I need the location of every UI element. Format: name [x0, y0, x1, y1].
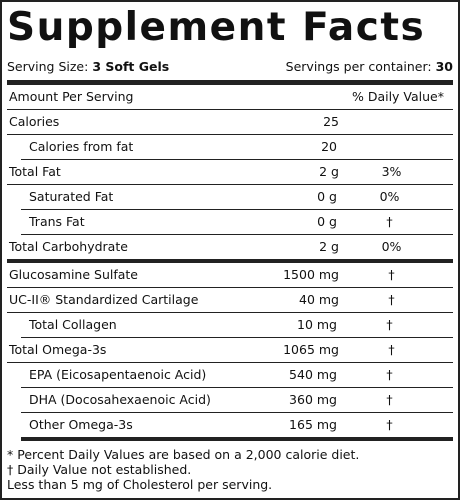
- serving-size: Serving Size: 3 Soft Gels: [7, 54, 169, 80]
- nutrient-amount: 165 mg: [289, 417, 337, 432]
- nutrient-name: Saturated Fat: [29, 189, 114, 204]
- footnote: * Percent Daily Values are based on a 2,…: [7, 447, 360, 462]
- daily-value-cell: [339, 110, 444, 134]
- nutrient-row: Glucosamine Sulfate 1500 mg †: [7, 263, 453, 288]
- nutrient-amount: 1065 mg: [283, 342, 339, 357]
- daily-value: 3%: [381, 164, 402, 179]
- daily-value: †: [388, 267, 395, 282]
- header-dv: % Daily Value*: [351, 89, 444, 104]
- nutrient-amount: 540 mg: [289, 367, 337, 382]
- nutrient-name: UC-II® Standardized Cartilage: [9, 292, 199, 307]
- nutrient-name: Glucosamine Sulfate: [9, 267, 138, 282]
- nutrient-row: Total Carbohydrate 2 g 0%: [7, 235, 453, 263]
- daily-value: 0%: [381, 239, 402, 254]
- nutrient-amount: 360 mg: [289, 392, 337, 407]
- nutrient-row: Calories 25: [7, 110, 453, 135]
- header-amount: Amount Per Serving: [9, 89, 134, 104]
- daily-value: †: [386, 317, 393, 332]
- nutrient-row: Trans Fat 0 g †: [21, 210, 453, 235]
- servings-value: 30: [435, 59, 453, 74]
- serving-info: Serving Size: 3 Soft Gels Servings per c…: [7, 54, 453, 85]
- nutrient-row: Total Omega-3s 1065 mg †: [7, 338, 453, 363]
- daily-value: †: [386, 417, 393, 432]
- daily-value: †: [388, 292, 395, 307]
- daily-value: 0%: [379, 189, 400, 204]
- nutrient-amount: 2 g: [319, 164, 339, 179]
- nutrient-name: Trans Fat: [29, 214, 85, 229]
- nutrient-amount: 10 mg: [297, 317, 337, 332]
- nutrient-name: Calories: [9, 114, 60, 129]
- servings: Servings per container: 30: [286, 54, 453, 80]
- nutrient-name: Calories from fat: [29, 139, 134, 154]
- nutrient-row: Total Collagen 10 mg †: [21, 313, 453, 338]
- nutrient-row: EPA (Eicosapentaenoic Acid) 540 mg †: [21, 363, 453, 388]
- nutrient-amount: 20: [321, 139, 337, 154]
- nutrient-name: Total Omega-3s: [9, 342, 107, 357]
- nutrient-name: Other Omega-3s: [29, 417, 133, 432]
- nutrient-row: UC-II® Standardized Cartilage 40 mg †: [7, 288, 453, 313]
- rows: Calories 25 Calories from fat 20 Total Fat 2 …: [7, 110, 453, 441]
- nutrient-amount: 2 g: [319, 239, 339, 254]
- nutrient-name: DHA (Docosahexaenoic Acid): [29, 392, 211, 407]
- daily-value: †: [386, 367, 393, 382]
- servings-label: Servings per container:: [285, 59, 432, 74]
- footnotes: * Percent Daily Values are based on a 2,…: [7, 441, 453, 492]
- daily-value-cell: [337, 135, 442, 159]
- daily-value: †: [386, 214, 393, 229]
- nutrient-name: EPA (Eicosapentaenoic Acid): [29, 367, 207, 382]
- nutrient-row: Calories from fat 20: [21, 135, 453, 160]
- nutrient-row: Saturated Fat 0 g 0%: [21, 185, 453, 210]
- serving-label: Serving Size:: [7, 59, 89, 74]
- nutrient-name: Total Fat: [9, 164, 61, 179]
- nutrient-amount: 1500 mg: [283, 267, 339, 282]
- nutrient-name: Total Carbohydrate: [9, 239, 128, 254]
- nutrient-amount: 25: [323, 114, 339, 129]
- footnote: Less than 5 mg of Cholesterol per servin…: [7, 477, 273, 492]
- nutrient-row: Total Fat 2 g 3%: [7, 160, 453, 185]
- footnote: † Daily Value not established.: [7, 462, 192, 477]
- header-row: Amount Per Serving % Daily Value*: [7, 85, 453, 110]
- daily-value: †: [386, 392, 393, 407]
- daily-value: †: [388, 342, 395, 357]
- nutrient-amount: 40 mg: [299, 292, 339, 307]
- nutrient-name: Total Collagen: [29, 317, 117, 332]
- nutrient-amount: 0 g: [317, 214, 337, 229]
- nutrient-row: DHA (Docosahexaenoic Acid) 360 mg †: [21, 388, 453, 413]
- title: Supplement Facts: [7, 5, 426, 50]
- nutrient-row: Other Omega-3s 165 mg †: [21, 413, 453, 441]
- nutrient-amount: 0 g: [317, 189, 337, 204]
- serving-value: 3 Soft Gels: [92, 59, 170, 74]
